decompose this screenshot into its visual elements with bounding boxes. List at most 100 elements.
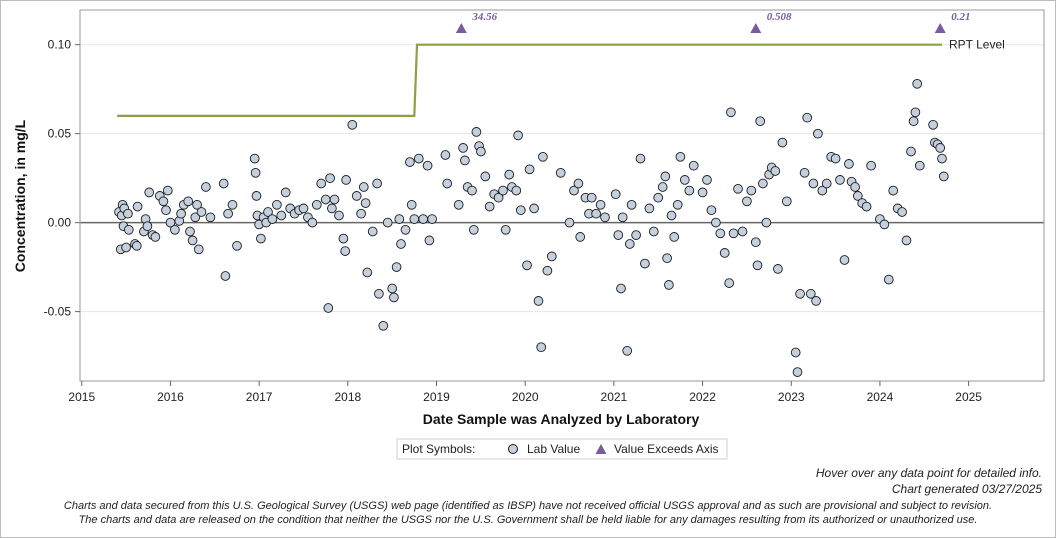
data-point (513, 130, 523, 141)
data-point (715, 228, 726, 239)
data-point (938, 171, 949, 182)
generated-date: Chart generated 03/27/2025 (891, 482, 1042, 496)
data-point (351, 191, 362, 201)
data-point (622, 345, 633, 356)
data-point (811, 296, 821, 306)
data-point (684, 185, 695, 196)
data-point (193, 244, 204, 255)
disclaimer-line-1: Charts and data secured from this U.S. G… (63, 500, 993, 512)
data-point (205, 212, 216, 223)
data-point (706, 205, 717, 216)
data-point (372, 178, 382, 189)
data-point (325, 173, 335, 184)
rpt-level-label: RPT Level (949, 38, 1005, 52)
data-point (362, 267, 373, 278)
data-point (329, 194, 340, 205)
data-point (378, 320, 389, 331)
data-point (657, 182, 668, 192)
data-point (666, 210, 677, 221)
exceeds-axis-value: 0.21 (951, 11, 970, 23)
data-point (912, 78, 923, 89)
exceeds-axis-triangle (934, 23, 946, 33)
data-point (755, 116, 766, 127)
data-point (937, 153, 947, 164)
data-point (573, 178, 584, 189)
data-point (839, 255, 850, 265)
data-point (726, 107, 736, 118)
data-point (382, 217, 393, 228)
data-point (808, 178, 819, 189)
data-point (360, 198, 371, 208)
data-point (795, 288, 805, 299)
legend-circle-marker (508, 444, 518, 454)
data-point (249, 153, 260, 164)
data-point (600, 212, 610, 223)
data-point (702, 175, 712, 185)
data-point (427, 214, 437, 224)
data-point (316, 178, 327, 189)
data-point (323, 303, 334, 313)
exceeds-axis-triangle (750, 23, 762, 33)
data-point (467, 185, 477, 196)
data-point (460, 155, 470, 166)
data-point (471, 127, 482, 137)
data-point (761, 217, 772, 228)
data-point (564, 217, 575, 228)
x-tick-label: 2016 (157, 390, 184, 404)
data-point (914, 160, 925, 171)
data-point (276, 210, 287, 221)
data-point (453, 199, 464, 210)
data-point (132, 201, 143, 212)
data-point (697, 187, 708, 198)
data-point (413, 153, 424, 164)
data-point (617, 212, 628, 223)
data-point (498, 185, 508, 196)
data-point (529, 203, 539, 214)
legend-box (396, 438, 728, 460)
exceeds-axis-value: 34.56 (471, 11, 497, 23)
data-point (493, 192, 504, 203)
rpt-level-path (117, 43, 942, 117)
data-point (897, 207, 907, 217)
data-point (170, 224, 180, 235)
data-point (367, 226, 378, 237)
data-point (220, 271, 231, 281)
data-point (511, 185, 522, 196)
data-point (724, 278, 735, 288)
data-point (196, 207, 207, 217)
data-point (150, 232, 161, 242)
x-tick-label: 2025 (955, 390, 982, 404)
data-point (223, 208, 233, 219)
data-point (595, 199, 606, 210)
data-point (640, 258, 650, 269)
x-tick-label: 2015 (68, 390, 95, 404)
x-axis-label: Date Sample was Analyzed by Laboratory (423, 411, 700, 427)
data-point (400, 224, 411, 235)
data-point (144, 187, 155, 198)
data-point (906, 146, 916, 157)
data-point (626, 199, 637, 210)
data-point (770, 166, 781, 176)
data-point (524, 164, 535, 175)
data-point (662, 253, 672, 264)
data-point (476, 146, 486, 157)
data-point (883, 274, 894, 285)
data-point (631, 230, 641, 240)
data-point (374, 288, 384, 299)
data-point (861, 201, 872, 212)
data-point (669, 232, 680, 242)
data-point (480, 171, 491, 182)
data-point (835, 175, 845, 185)
data-point (192, 199, 202, 210)
data-point (616, 283, 626, 294)
data-point (750, 237, 761, 248)
data-point (813, 128, 823, 139)
data-point (866, 160, 876, 171)
data-point (781, 196, 792, 207)
data-point (341, 175, 351, 185)
data-point (338, 233, 349, 244)
y-tick-label: 0.05 (48, 127, 72, 141)
data-point (569, 185, 579, 196)
data-point (790, 347, 801, 358)
data-point (586, 192, 597, 203)
